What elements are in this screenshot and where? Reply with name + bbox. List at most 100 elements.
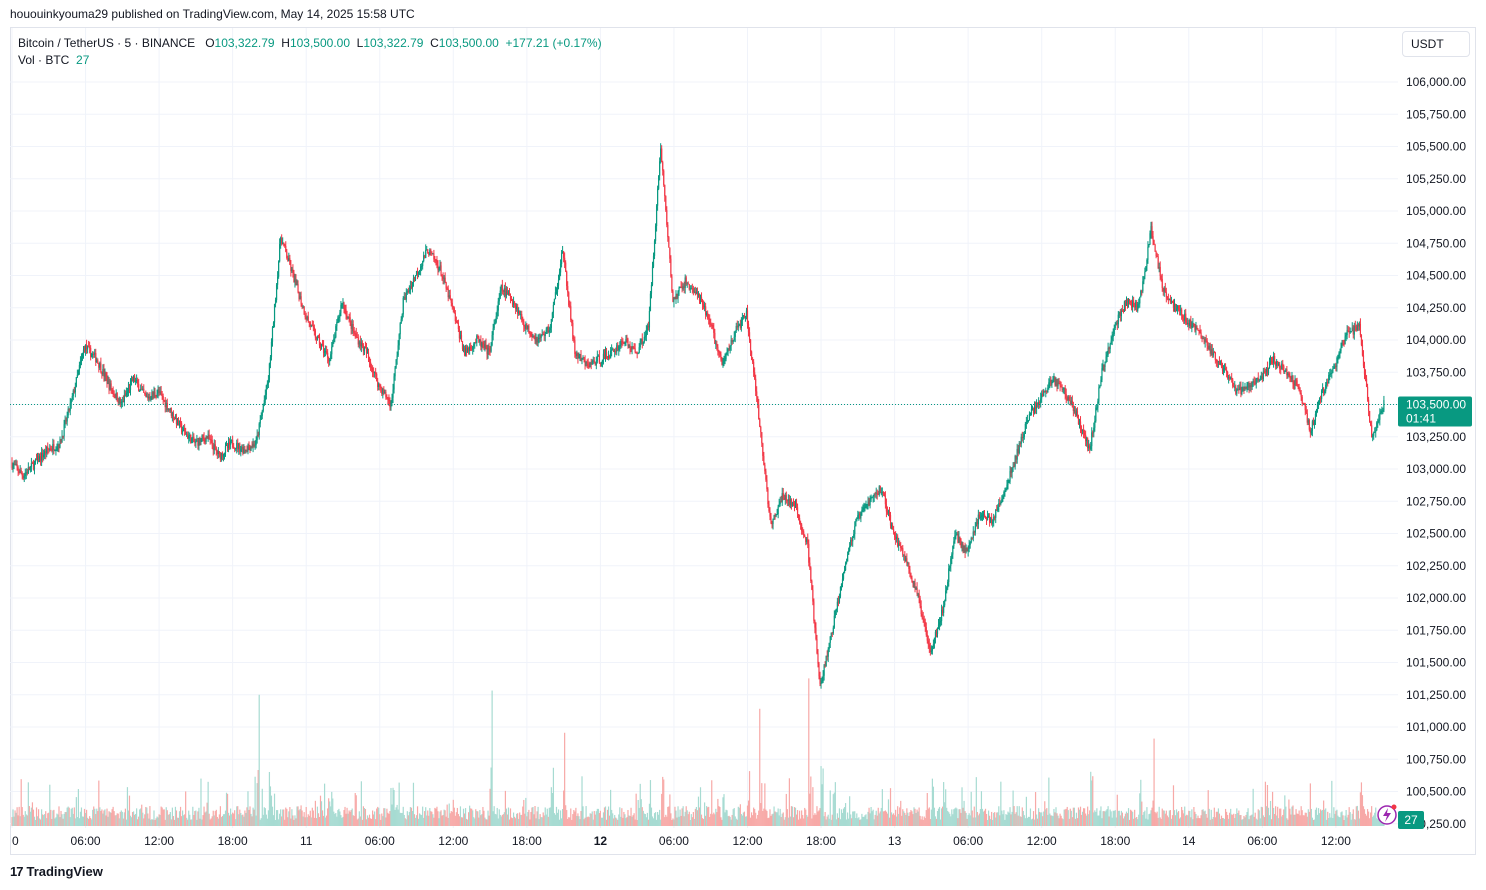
volume-bar <box>953 809 955 826</box>
candle-body <box>915 587 917 589</box>
candle-body <box>531 336 533 338</box>
volume-bar <box>1058 818 1060 826</box>
legend-volume-label[interactable]: Vol · BTC <box>18 53 70 67</box>
candle-body <box>318 337 321 346</box>
volume-bar <box>1052 816 1054 826</box>
volume-bar <box>948 812 950 826</box>
candle-body <box>1075 411 1078 416</box>
candle-body <box>810 567 812 581</box>
candle-body <box>1266 367 1269 374</box>
candle-body <box>233 446 235 449</box>
candle-body <box>797 514 800 519</box>
candle-body <box>607 356 610 358</box>
candle-body <box>495 316 497 323</box>
candle-body <box>729 346 731 350</box>
candle-body <box>315 337 318 340</box>
volume-bar <box>1120 810 1122 826</box>
candle-body <box>1380 411 1382 414</box>
candle-body <box>481 342 483 347</box>
volume-bar <box>424 811 426 826</box>
volume-bar <box>1087 806 1089 826</box>
volume-bar <box>1011 811 1013 826</box>
candle-body <box>1259 377 1261 380</box>
candle-body <box>608 356 611 359</box>
candle-body <box>317 336 320 338</box>
candle-body <box>761 432 763 444</box>
candle-body <box>1061 387 1063 390</box>
candle-body <box>720 354 722 360</box>
volume-bar <box>188 810 190 826</box>
volume-bar <box>955 807 957 826</box>
volume-bar <box>643 813 645 826</box>
candle-body <box>397 345 399 356</box>
volume-bar <box>491 690 493 826</box>
volume-bar <box>1265 806 1268 826</box>
candle-body <box>1237 389 1239 391</box>
candle-body <box>972 531 974 539</box>
volume-bar <box>1357 810 1359 826</box>
candle-body <box>125 393 128 396</box>
candle-body <box>169 408 171 411</box>
candle-body <box>403 297 405 299</box>
volume-bar <box>661 793 663 826</box>
candle-body <box>275 284 278 301</box>
candle-body <box>831 632 833 634</box>
candle-body <box>136 379 138 381</box>
candle-body <box>503 288 505 293</box>
candle-body <box>953 541 955 547</box>
volume-bar <box>537 806 539 826</box>
volume-bar <box>629 816 631 826</box>
volume-bar <box>994 812 996 826</box>
candle-body <box>711 324 713 326</box>
candle-body <box>1218 361 1221 364</box>
volume-bar <box>515 818 517 826</box>
candle-body <box>1175 308 1178 312</box>
candle-body <box>1195 326 1197 331</box>
volume-bar <box>937 808 940 826</box>
volume-bar <box>671 819 673 826</box>
volume-bar <box>915 812 917 826</box>
candle-body <box>703 306 706 308</box>
candle-body <box>34 458 37 462</box>
volume-bar <box>342 816 344 826</box>
volume-bar <box>826 816 828 826</box>
volume-bar <box>558 819 561 826</box>
price-tick-label: 104,000.00 <box>1406 333 1466 347</box>
volume-bar <box>435 808 437 826</box>
candle-body <box>841 578 844 584</box>
volume-bar <box>849 796 851 826</box>
volume-bar <box>1067 810 1069 826</box>
volume-bar <box>850 814 852 826</box>
volume-bar <box>1240 815 1242 826</box>
candle-body <box>340 304 342 313</box>
volume-bar <box>604 806 607 826</box>
volume-bar <box>151 819 153 826</box>
volume-bar <box>377 806 379 826</box>
candle-body <box>448 295 450 298</box>
volume-bar <box>1322 809 1324 826</box>
volume-bar <box>1104 811 1106 826</box>
candle-body <box>649 293 652 312</box>
candle-body <box>952 546 954 555</box>
candle-body <box>218 451 220 454</box>
volume-bar <box>434 807 436 826</box>
volume-bar <box>1185 815 1187 826</box>
candle-body <box>827 648 829 657</box>
currency-button[interactable]: USDT <box>1402 31 1470 57</box>
candle-body <box>246 450 248 452</box>
candle-body <box>732 340 734 342</box>
candle-body <box>954 535 956 542</box>
legend-symbol[interactable]: Bitcoin / TetherUS · 5 · BINANCE <box>18 36 196 50</box>
volume-bar <box>709 816 711 826</box>
candle-body <box>560 253 563 264</box>
candle-body <box>919 598 921 607</box>
candle-body <box>1242 386 1244 392</box>
candle-body <box>1347 330 1349 332</box>
volume-bar <box>971 810 973 826</box>
volume-bar <box>350 810 352 826</box>
volume-bar <box>1078 809 1081 826</box>
volume-bar <box>938 806 941 826</box>
candle-body <box>1364 374 1367 379</box>
volume-bar <box>1037 818 1039 826</box>
